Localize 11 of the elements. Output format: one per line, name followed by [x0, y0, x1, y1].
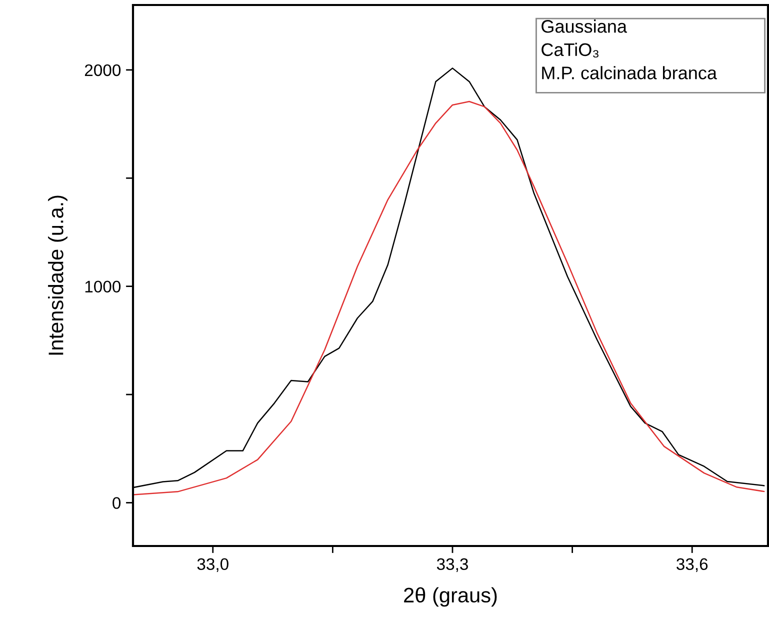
- x-tick-label: 33,3: [436, 558, 468, 572]
- annotation: M.P. calcinada branca: [542, 66, 717, 80]
- y-tick-label: 2000: [84, 64, 121, 76]
- y-axis-title: Intensidade (u.a.): [48, 196, 68, 355]
- y-tick-label: 0: [112, 497, 121, 509]
- y-tick-label: 1000: [85, 280, 121, 293]
- x-tick-label: 33,6: [676, 558, 708, 572]
- x-tick-label: 33,0: [197, 558, 228, 572]
- annotation: Gaussiana: [542, 20, 627, 33]
- annotation: CaTiO₃: [542, 42, 598, 58]
- x-axis-title: 2θ (graus): [404, 587, 497, 607]
